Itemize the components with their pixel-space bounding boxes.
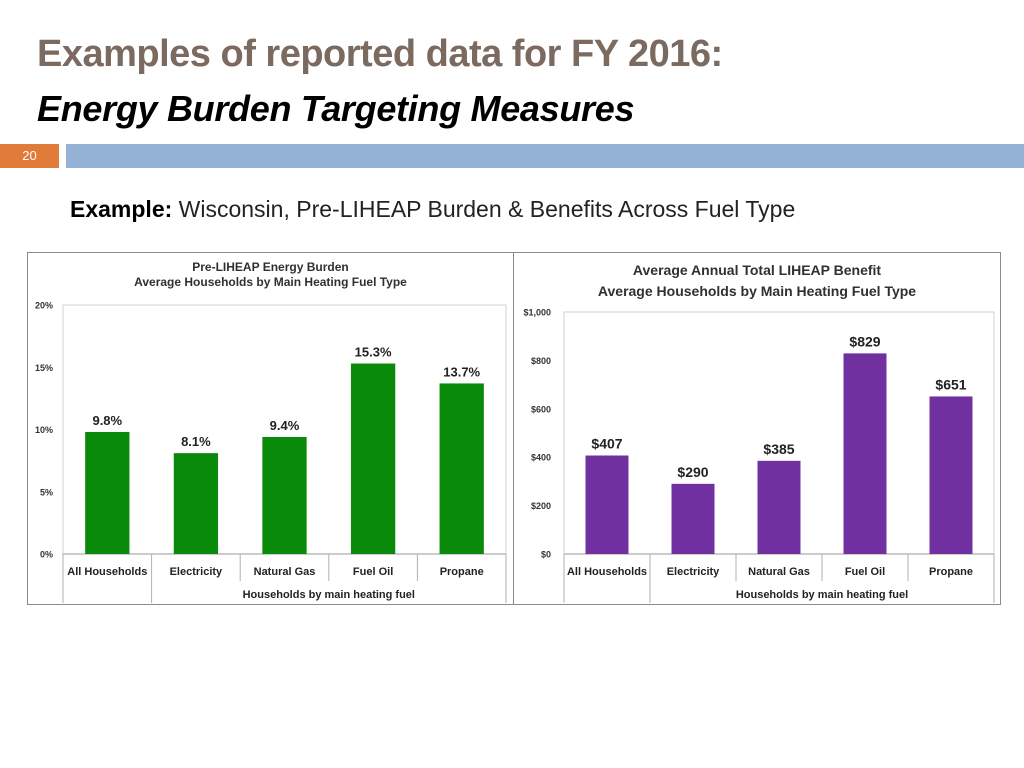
example-label: Example: <box>70 196 173 222</box>
energy-burden-title-line2: Average Households by Main Heating Fuel … <box>134 275 407 289</box>
energy-burden-chart-svg: 0% 5% 10% 15% 20% 9.8% All Households 8.1% Elect… <box>35 301 507 603</box>
category-label: Propane <box>440 566 484 578</box>
bar-natural-gas <box>757 460 801 554</box>
data-label: 9.4% <box>270 418 300 433</box>
bar-all-households <box>585 455 629 554</box>
bar-all-households <box>85 431 130 554</box>
category-label: Natural Gas <box>748 566 810 578</box>
data-label: 15.3% <box>355 345 392 360</box>
y-tick-label: $200 <box>531 501 551 511</box>
category-label: Electricity <box>667 566 720 578</box>
y-tick-label: 0% <box>40 550 53 560</box>
data-label: $385 <box>763 441 794 457</box>
y-tick-label: 5% <box>40 487 53 497</box>
liheap-benefit-chart-title: Average Annual Total LIHEAP Benefit Aver… <box>514 260 1000 302</box>
y-tick-label: $0 <box>541 550 551 560</box>
energy-burden-chart-title: Pre-LIHEAP Energy Burden Average Househo… <box>28 260 513 290</box>
category-label: Natural Gas <box>254 566 316 578</box>
bar-fuel-oil <box>843 353 887 554</box>
data-label: $290 <box>677 464 708 480</box>
y-tick-label: $1,000 <box>523 308 551 318</box>
category-label: Fuel Oil <box>845 566 885 578</box>
y-tick-label: 10% <box>35 425 53 435</box>
y-tick-label: $800 <box>531 356 551 366</box>
energy-burden-chart: 0% 5% 10% 15% 20% 9.8% All Households 8.1% Elect… <box>27 252 514 605</box>
category-label: Propane <box>929 566 973 578</box>
category-label: Fuel Oil <box>353 566 393 578</box>
data-label: $407 <box>591 436 622 452</box>
liheap-benefit-chart-svg: $0 $200 $400 $600 $800 $1,000 $407 All Househol… <box>523 308 995 603</box>
bar-fuel-oil <box>350 363 396 554</box>
liheap-benefit-title-line2: Average Households by Main Heating Fuel … <box>597 283 917 299</box>
category-label: Electricity <box>170 566 223 578</box>
data-label: $829 <box>849 333 880 349</box>
category-label: All Households <box>567 566 647 578</box>
y-tick-label: $600 <box>531 404 551 414</box>
y-tick-label: 20% <box>35 301 53 311</box>
data-label: 8.1% <box>181 434 211 449</box>
category-label: All Households <box>67 566 147 578</box>
example-caption: Example: Wisconsin, Pre-LIHEAP Burden & … <box>70 196 795 223</box>
y-tick-label: 15% <box>35 363 53 373</box>
page-number-badge: 20 <box>0 144 59 168</box>
x-axis-title: Households by main heating fuel <box>736 589 908 601</box>
bar-electricity <box>173 453 219 554</box>
x-axis-title: Households by main heating fuel <box>243 589 415 601</box>
slide-title: Examples of reported data for FY 2016: <box>37 33 723 75</box>
slide-subtitle: Energy Burden Targeting Measures <box>37 88 635 129</box>
liheap-benefit-chart: $0 $200 $400 $600 $800 $1,000 $407 All Househol… <box>513 252 1001 605</box>
example-text: Wisconsin, Pre-LIHEAP Burden & Benefits … <box>172 196 796 222</box>
data-label: 9.8% <box>92 413 122 428</box>
data-label: 13.7% <box>443 364 480 379</box>
liheap-benefit-title-line1: Average Annual Total LIHEAP Benefit <box>632 262 882 278</box>
bar-propane <box>439 383 484 554</box>
bar-electricity <box>671 483 715 554</box>
data-label: $651 <box>935 376 966 392</box>
y-tick-label: $400 <box>531 453 551 463</box>
energy-burden-title-line1: Pre-LIHEAP Energy Burden <box>192 260 349 274</box>
bar-propane <box>929 396 973 554</box>
header-rule-bar <box>66 144 1024 168</box>
bar-natural-gas <box>262 436 307 554</box>
